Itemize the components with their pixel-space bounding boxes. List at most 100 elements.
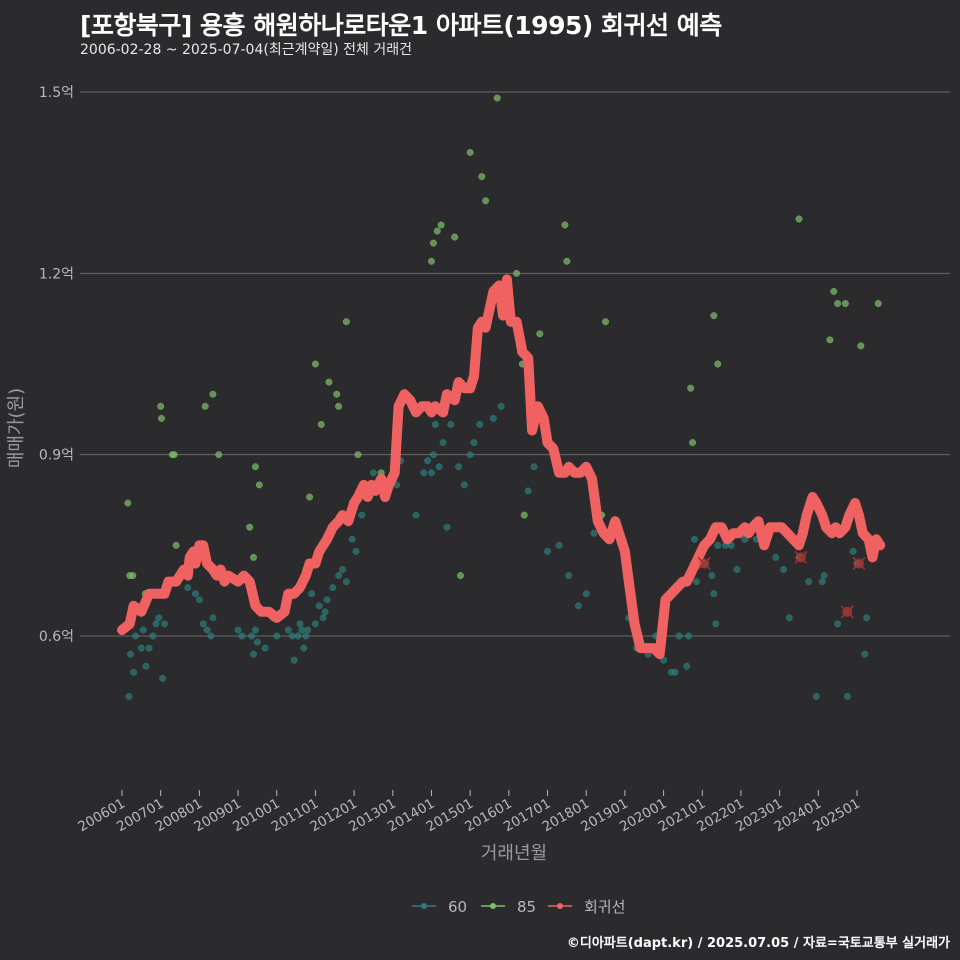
- series-60-point: [785, 614, 793, 622]
- series-85-point: [215, 451, 223, 459]
- series-60-point: [420, 469, 428, 477]
- series-60-point: [843, 692, 851, 700]
- series-60-point: [192, 590, 199, 598]
- series-60-point: [439, 439, 447, 447]
- series-60-point: [358, 511, 366, 519]
- series-60-point: [460, 481, 468, 489]
- regression-line-path: [117, 274, 886, 660]
- series-60-point: [863, 614, 871, 622]
- series-85-point: [493, 94, 501, 102]
- legend-item: 85: [481, 898, 536, 916]
- series-85-point: [201, 402, 209, 410]
- series-60-point: [284, 626, 292, 634]
- series-85-point: [513, 269, 521, 277]
- series-60-point: [321, 608, 329, 616]
- series-60-point: [710, 590, 718, 598]
- series-60-point: [142, 662, 150, 670]
- prediction-marker: [697, 556, 711, 570]
- series-60-point: [308, 590, 316, 598]
- series-60-point: [139, 626, 147, 634]
- series-85-point: [451, 233, 459, 241]
- legend-dot: [490, 903, 496, 909]
- series-85-point: [157, 402, 165, 410]
- series-60-point: [412, 511, 420, 519]
- series-85-point: [687, 384, 695, 392]
- series-60-point: [544, 547, 551, 555]
- series-85-point: [602, 318, 610, 326]
- series-60-point: [429, 451, 437, 459]
- y-tick-label: 1.2억: [39, 266, 74, 282]
- prediction-marker-stroke: [697, 556, 711, 570]
- series-60-point: [300, 644, 308, 652]
- series-60-point: [447, 420, 455, 428]
- series-85-point: [429, 239, 437, 247]
- series-60-point: [435, 463, 443, 471]
- series-60-point: [248, 632, 256, 640]
- series-60-point: [555, 541, 563, 549]
- series-85-point: [830, 288, 838, 295]
- series-85-point: [250, 553, 257, 561]
- series-60-point: [428, 469, 435, 477]
- series-60-point: [209, 614, 217, 622]
- series-60-point: [252, 626, 259, 634]
- series-85-point: [335, 402, 343, 410]
- series-60-point: [184, 584, 192, 592]
- series-60-point: [805, 578, 813, 586]
- series-85-point: [354, 451, 362, 459]
- series-60-point: [675, 632, 683, 640]
- series-85-point: [561, 221, 569, 229]
- series-60-point: [772, 553, 780, 561]
- series-60-point: [575, 602, 582, 610]
- series-60-point: [497, 402, 505, 410]
- chart-title: [포항북구] 용흥 해원하나로타운1 아파트(1995) 회귀선 예측: [80, 11, 722, 40]
- series-85-point: [252, 463, 259, 471]
- legend-label: 회귀선: [584, 898, 625, 916]
- series-85-point: [466, 148, 474, 156]
- series-85-points: [124, 94, 882, 598]
- series-60-point: [288, 632, 296, 640]
- legend-label: 85: [517, 898, 536, 916]
- series-85-point: [129, 572, 137, 580]
- series-85-point: [795, 215, 803, 223]
- series-85-point: [857, 342, 865, 350]
- series-60-point: [250, 650, 257, 658]
- series-85-point: [124, 499, 132, 507]
- x-axis-title: 거래년월: [481, 843, 547, 864]
- series-85-point: [306, 493, 314, 501]
- gridlines: [80, 91, 950, 637]
- series-60-point: [685, 632, 693, 640]
- series-60-point: [319, 614, 327, 622]
- y-axis-tick-labels: 0.6억 0.9억 1.2억 1.5억: [39, 85, 74, 645]
- y-tick-label: 0.9억: [39, 448, 74, 464]
- legend-dot: [421, 903, 427, 909]
- series-85-point: [520, 511, 528, 519]
- series-85-point: [170, 451, 178, 459]
- x-axis: 2006012007012008012009012010012011012012…: [75, 790, 863, 835]
- prediction-markers: [697, 550, 866, 619]
- series-85-point: [158, 414, 165, 422]
- series-60-point: [137, 644, 145, 652]
- prediction-marker-stroke: [794, 550, 808, 564]
- series-85-point: [311, 360, 319, 368]
- series-60-point: [132, 632, 139, 640]
- series-60-point: [315, 602, 323, 610]
- series-85-point: [834, 300, 842, 308]
- legend-dot: [557, 903, 563, 909]
- series-85-point: [563, 257, 571, 265]
- series-60-point: [199, 620, 207, 628]
- series-60-point: [834, 620, 842, 628]
- series-85-point: [874, 300, 882, 308]
- series-60-point: [195, 596, 203, 604]
- series-60-point: [691, 535, 698, 543]
- series-60-point: [489, 414, 497, 422]
- series-60-point: [335, 572, 343, 580]
- series-60-point: [329, 584, 337, 592]
- series-60-point: [238, 632, 246, 640]
- series-85-point: [710, 312, 718, 320]
- series-60-point: [476, 420, 484, 428]
- series-60-point: [443, 523, 451, 531]
- series-60-points: [125, 402, 871, 700]
- series-85-point: [482, 197, 490, 205]
- series-60-point: [712, 620, 720, 628]
- series-60-point: [582, 590, 590, 598]
